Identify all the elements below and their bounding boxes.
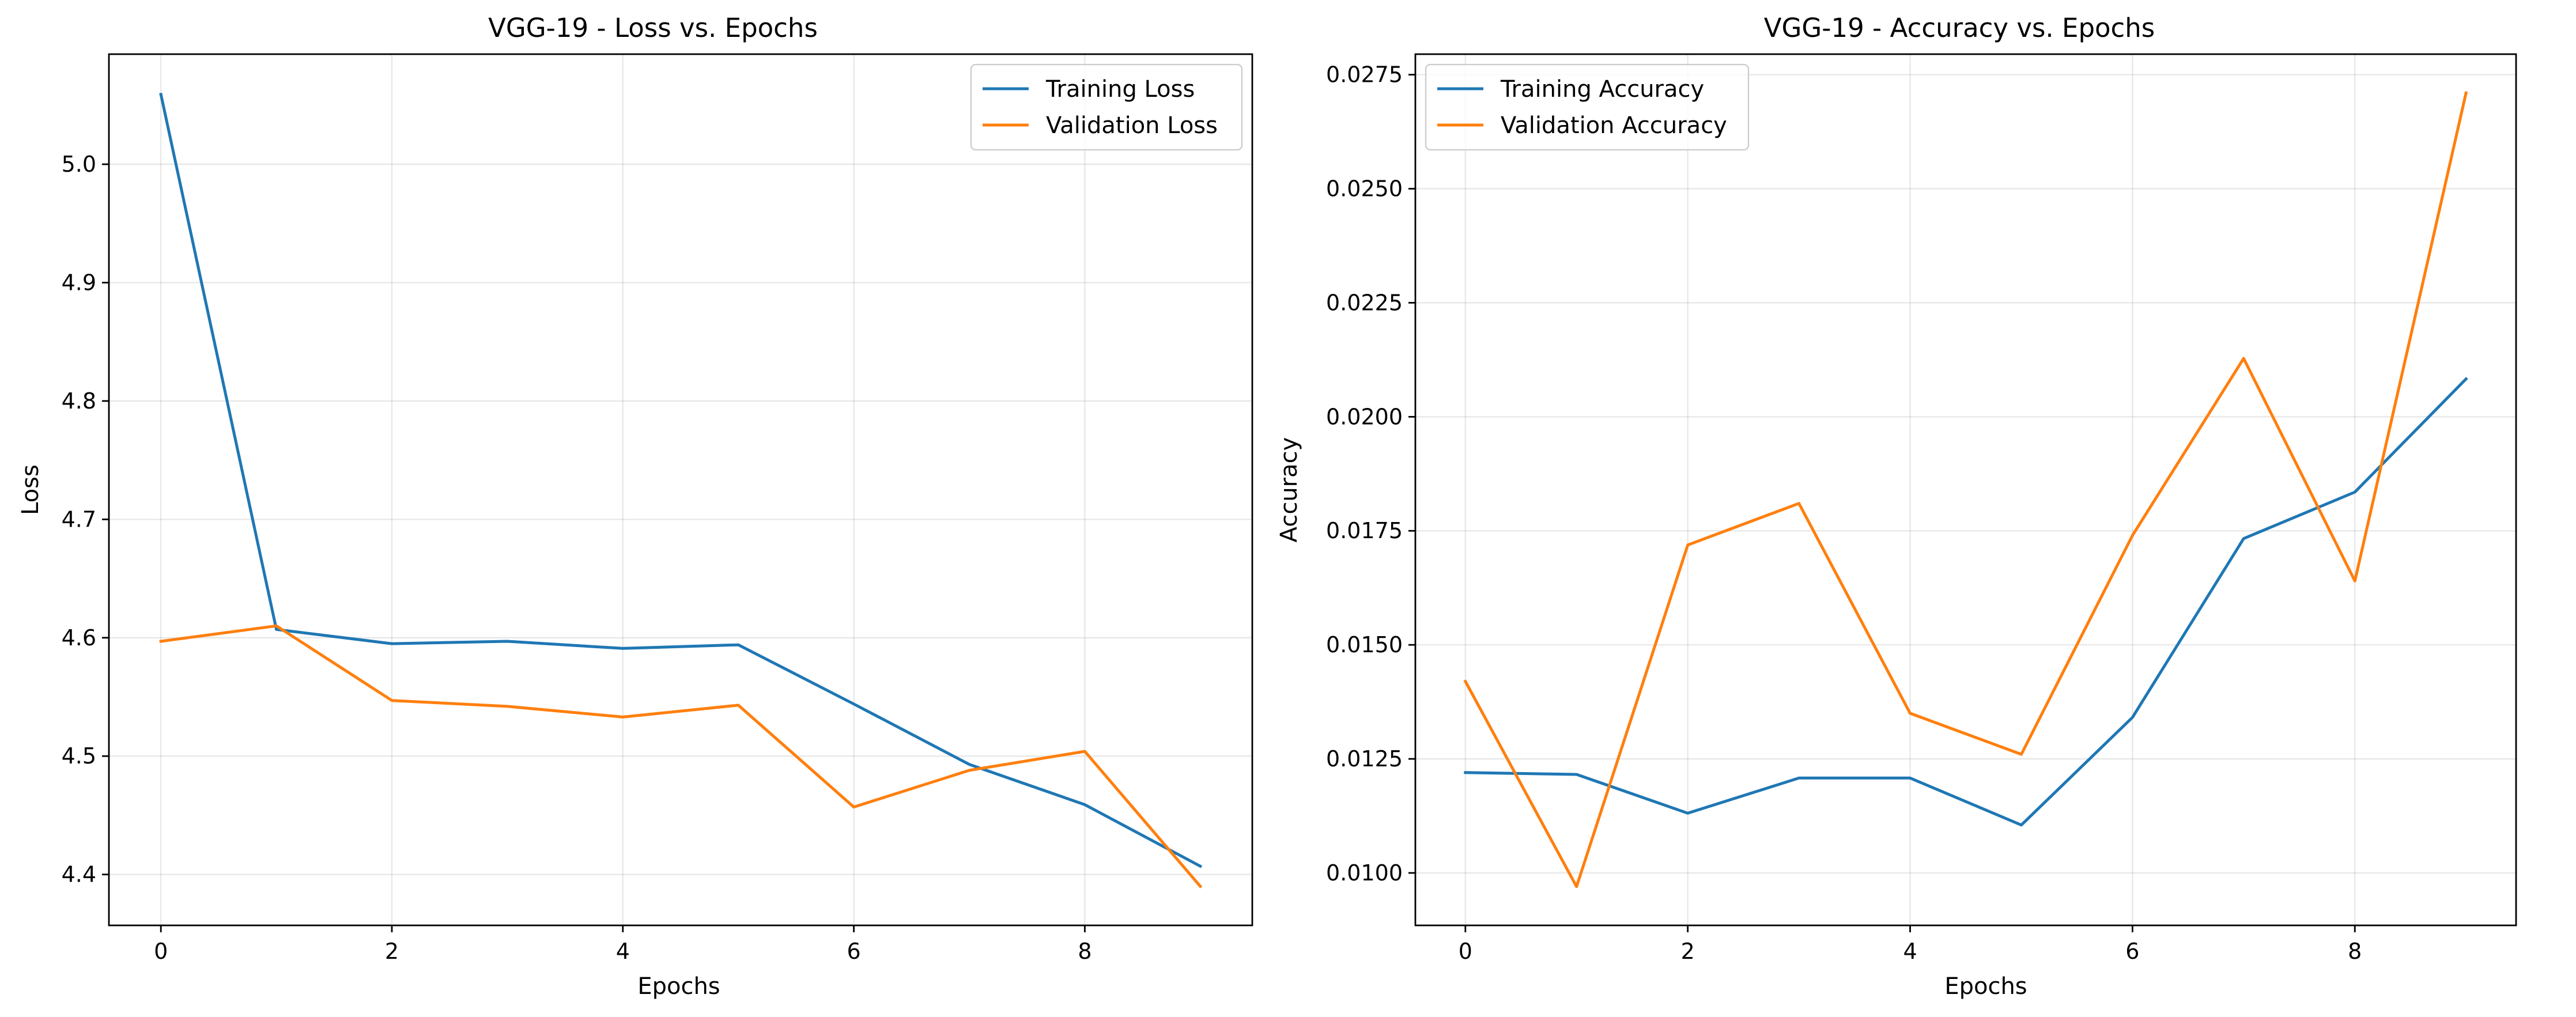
loss-chart-y-tick-label: 4.6 [62,625,96,651]
loss-chart-legend-label: Training Loss [1045,76,1195,103]
loss-chart-y-tick-label: 4.5 [62,743,96,769]
accuracy-chart-y-axis-label: Accuracy [1276,437,1302,543]
accuracy-chart: VGG-19 - Accuracy vs. Epochs Epochs Accu… [1276,13,2517,1000]
loss-chart-legend: Training Loss Validation Loss [970,63,1243,151]
loss-chart-x-tick-label: 6 [847,939,861,964]
accuracy-chart-series-validation-line [1463,91,2468,889]
accuracy-chart-y-tick-label: 0.0200 [1326,404,1403,429]
accuracy-chart-series-training-line [1464,377,2468,827]
loss-chart-title: VGG-19 - Loss vs. Epochs [488,13,818,43]
loss-chart-y-tick-label: 5.0 [62,152,96,177]
accuracy-chart-grid [1415,54,2516,925]
accuracy-chart-title: VGG-19 - Accuracy vs. Epochs [1764,13,2155,43]
loss-chart-y-tick-label: 4.7 [62,506,96,532]
accuracy-chart-y-tick-label: 0.0250 [1326,176,1403,202]
accuracy-chart-x-tick-label: 6 [2125,939,2139,964]
accuracy-chart-legend: Training Accuracy Validation Accuracy [1425,63,1750,151]
accuracy-chart-y-tick-label: 0.0100 [1326,860,1403,886]
loss-chart-x-axis-label: Epochs [637,973,720,1000]
accuracy-chart-y-tick-label: 0.0125 [1326,746,1403,772]
loss-chart-x-tick-label: 2 [385,939,399,964]
accuracy-chart-x-axis-label: Epochs [1944,973,2027,1000]
accuracy-chart-x-tick-label: 0 [1459,939,1472,964]
loss-chart: VGG-19 - Loss vs. Epochs Epochs Loss 0 2 4… [17,13,1253,1000]
loss-chart-axes-frame [108,53,1253,927]
accuracy-chart-y-tick-label: 0.0275 [1326,62,1403,88]
accuracy-chart-legend-box [1425,63,1750,151]
loss-chart-x-tick-label: 4 [616,939,630,964]
loss-chart-legend-box [970,63,1243,151]
loss-chart-series-validation-line [159,624,1203,889]
loss-chart-y-tick-label: 4.9 [62,270,96,295]
loss-chart-y-tick-label: 4.4 [62,862,96,887]
loss-chart-grid [109,54,1252,925]
loss-chart-series-training-line [159,92,1203,868]
loss-chart-legend-label: Validation Loss [1046,112,1218,139]
loss-chart-x-tick-label: 8 [1078,939,1091,964]
accuracy-chart-x-tick-label: 8 [2348,939,2362,964]
accuracy-chart-axes-frame [1414,53,2517,927]
accuracy-chart-y-tick-label: 0.0150 [1326,632,1403,657]
accuracy-chart-x-tick-label: 4 [1903,939,1917,964]
loss-chart-x-tick-label: 0 [154,939,168,964]
loss-chart-y-axis-label: Loss [17,464,44,515]
accuracy-chart-y-tick-label: 0.0175 [1326,518,1403,543]
accuracy-chart-x-tick-label: 2 [1681,939,1695,964]
loss-chart-y-tick-label: 4.8 [62,388,96,414]
accuracy-chart-y-tick-label: 0.0225 [1326,290,1403,315]
accuracy-chart-legend-label: Validation Accuracy [1501,112,1727,139]
accuracy-chart-legend-label: Training Accuracy [1500,76,1704,103]
